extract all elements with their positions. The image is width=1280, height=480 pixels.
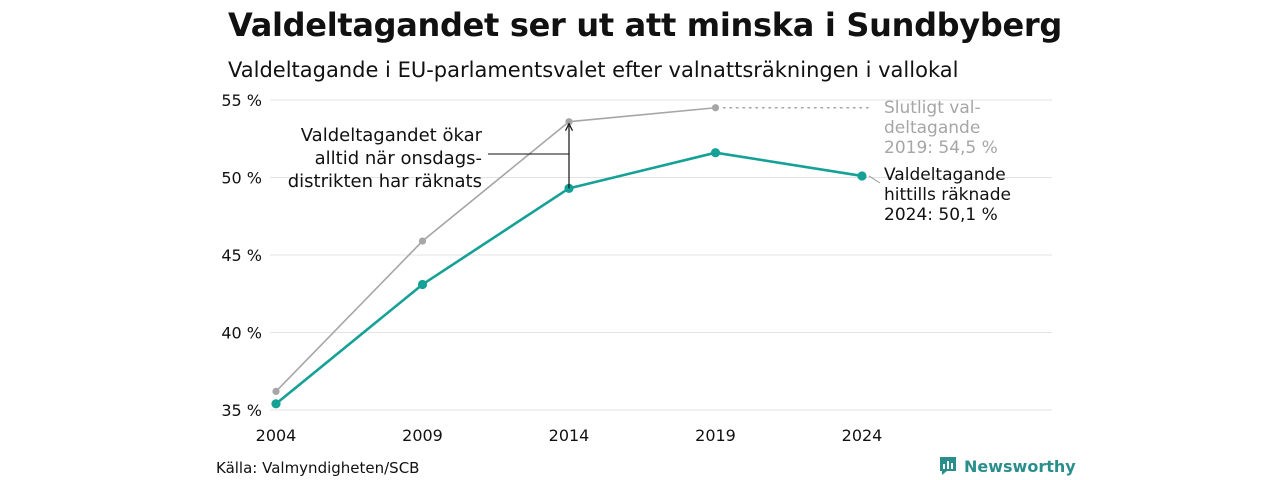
final-turnout-point xyxy=(418,237,427,245)
y-tick-label: 45 % xyxy=(221,246,262,265)
final-turnout-label: deltagande xyxy=(884,118,980,138)
x-tick-label: 2019 xyxy=(695,426,736,445)
counted-turnout-label: hittills räknade xyxy=(884,185,1011,205)
counted-turnout-point xyxy=(417,279,428,290)
gap-arrow-head xyxy=(564,122,574,131)
final-turnout-point xyxy=(711,104,720,112)
counted-turnout-point xyxy=(857,171,867,181)
chart-title: Valdeltagandet ser ut att minska i Sundb… xyxy=(228,6,1062,44)
newsworthy-logo-icon xyxy=(940,457,956,475)
x-tick-label: 2024 xyxy=(842,426,883,445)
y-tick-label: 35 % xyxy=(221,401,262,420)
brand-logo[interactable]: Newsworthy xyxy=(938,455,1076,477)
x-tick-label: 2014 xyxy=(549,426,590,445)
y-tick-label: 55 % xyxy=(221,91,262,110)
y-tick-label: 40 % xyxy=(221,324,262,343)
gap-note-text: alltid när onsdags- xyxy=(315,148,482,169)
final-turnout-line xyxy=(275,106,716,392)
final-turnout-point xyxy=(565,118,573,126)
x-tick-label: 2004 xyxy=(256,426,297,445)
counted-turnout-point xyxy=(271,399,281,409)
counted-turnout-label: 2024: 50,1 % xyxy=(884,205,998,225)
final-turnout-label: 2019: 54,5 % xyxy=(884,138,998,158)
chart-subtitle: Valdeltagande i EU-parlamentsvalet efter… xyxy=(228,58,959,82)
gap-note-text: distrikten har räknats xyxy=(288,171,482,192)
y-tick-label: 50 % xyxy=(221,169,262,188)
source-note: Källa: Valmyndigheten/SCB xyxy=(216,459,420,477)
counted-leader-line xyxy=(868,175,881,184)
brand-name: Newsworthy xyxy=(964,456,1076,476)
counted-turnout-point xyxy=(710,148,721,158)
counted-turnout-label: Valdeltagande xyxy=(884,165,1006,185)
final-turnout-label: Slutligt val- xyxy=(884,98,981,118)
final-turnout-point xyxy=(272,387,280,395)
gap-note-text: Valdeltagandet ökar xyxy=(301,125,483,146)
x-tick-label: 2009 xyxy=(402,426,443,445)
